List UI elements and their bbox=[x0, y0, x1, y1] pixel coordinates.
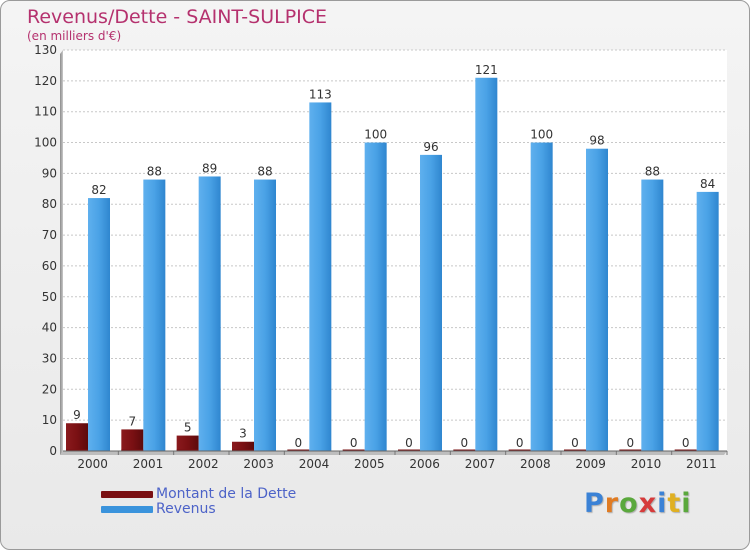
data-label-revenue: 100 bbox=[364, 128, 387, 142]
y-tick-label: 60 bbox=[42, 259, 57, 273]
bar-debt bbox=[176, 435, 199, 451]
bar-debt-base bbox=[453, 449, 476, 451]
y-tick-label: 20 bbox=[42, 382, 57, 396]
plot-area bbox=[63, 50, 727, 451]
bar-debt-base bbox=[619, 449, 642, 451]
logo-letter: t bbox=[667, 488, 682, 519]
bar-revenue bbox=[420, 154, 442, 451]
y-tick-label: 30 bbox=[42, 351, 57, 365]
y-tick-label: 50 bbox=[42, 290, 57, 304]
bar-debt-base bbox=[121, 449, 144, 451]
bar-debt-base bbox=[176, 449, 199, 451]
bar-revenue bbox=[254, 179, 276, 452]
y-tick-label: 10 bbox=[42, 413, 57, 427]
data-label-debt: 7 bbox=[129, 414, 137, 428]
bar-debt-base bbox=[342, 449, 365, 451]
logo-letter: x bbox=[638, 488, 658, 519]
data-label-debt: 9 bbox=[73, 408, 81, 422]
chart-title: Revenus/Dette - SAINT-SULPICE bbox=[27, 6, 328, 28]
data-label-revenue: 100 bbox=[530, 128, 553, 142]
data-label-debt: 0 bbox=[571, 436, 579, 450]
y-tick-label: 120 bbox=[34, 74, 57, 88]
data-label-debt: 5 bbox=[184, 421, 192, 435]
plot-floor bbox=[60, 451, 727, 455]
x-tick-label: 2002 bbox=[188, 457, 219, 471]
y-tick-label: 90 bbox=[42, 166, 57, 180]
bar-debt-base bbox=[564, 449, 586, 451]
x-tick-label: 2003 bbox=[243, 457, 274, 471]
bar-debt bbox=[121, 429, 144, 451]
bar-debt-base bbox=[287, 449, 310, 451]
y-tick-label: 110 bbox=[34, 105, 57, 119]
legend-swatch-debt bbox=[101, 491, 153, 498]
legend-label-debt: Montant de la Dette bbox=[156, 486, 297, 502]
data-label-revenue: 88 bbox=[257, 165, 272, 179]
bar-debt-base bbox=[674, 449, 697, 451]
x-tick-label: 2000 bbox=[77, 457, 108, 471]
y-tick-label: 100 bbox=[34, 136, 57, 150]
plot-left-wall bbox=[60, 50, 63, 455]
y-tick-label: 130 bbox=[34, 43, 57, 57]
data-label-revenue: 121 bbox=[475, 63, 498, 77]
bar-revenue bbox=[641, 179, 664, 452]
data-label-debt: 0 bbox=[350, 436, 358, 450]
data-label-debt: 3 bbox=[239, 427, 247, 441]
legend-label-revenue: Revenus bbox=[156, 501, 216, 517]
data-label-debt: 0 bbox=[627, 436, 635, 450]
x-tick-label: 2008 bbox=[520, 457, 551, 471]
x-tick-label: 2011 bbox=[686, 457, 717, 471]
y-tick-label: 40 bbox=[42, 321, 57, 335]
data-label-revenue: 84 bbox=[700, 177, 715, 191]
y-tick-label: 70 bbox=[42, 228, 57, 242]
bar-revenue bbox=[88, 198, 110, 451]
bar-revenue bbox=[475, 77, 498, 451]
y-tick-label: 0 bbox=[49, 444, 57, 458]
x-tick-label: 2001 bbox=[133, 457, 164, 471]
logo-letter: i bbox=[681, 488, 692, 519]
bar-revenue bbox=[309, 102, 332, 451]
x-tick-label: 2006 bbox=[409, 457, 440, 471]
x-tick-label: 2005 bbox=[354, 457, 385, 471]
data-label-revenue: 88 bbox=[645, 165, 660, 179]
logo-letter: o bbox=[619, 488, 639, 519]
x-tick-label: 2010 bbox=[631, 457, 662, 471]
data-label-revenue: 113 bbox=[309, 87, 332, 101]
proxiti-logo: Proxiti bbox=[584, 488, 692, 519]
bar-revenue bbox=[143, 179, 166, 452]
bar-debt-base bbox=[232, 449, 254, 451]
data-label-debt: 0 bbox=[461, 436, 469, 450]
y-tick-label: 80 bbox=[42, 197, 57, 211]
data-label-debt: 0 bbox=[516, 436, 524, 450]
bar-revenue bbox=[530, 142, 553, 452]
data-label-revenue: 98 bbox=[589, 134, 604, 148]
logo-letter: i bbox=[657, 488, 668, 519]
legend-swatch-revenue bbox=[101, 506, 153, 513]
bar-revenue bbox=[198, 176, 221, 451]
data-label-debt: 0 bbox=[295, 436, 303, 450]
chart-subtitle: (en milliers d'€) bbox=[27, 29, 122, 43]
x-tick-label: 2009 bbox=[575, 457, 606, 471]
bar-debt bbox=[232, 441, 254, 451]
data-label-revenue: 82 bbox=[91, 183, 106, 197]
bar-revenue bbox=[586, 148, 608, 451]
x-tick-label: 2004 bbox=[299, 457, 330, 471]
logo-letter: P bbox=[584, 488, 605, 519]
data-label-revenue: 96 bbox=[423, 140, 438, 154]
bar-debt-base bbox=[398, 449, 420, 451]
data-label-debt: 0 bbox=[405, 436, 413, 450]
data-label-debt: 0 bbox=[682, 436, 690, 450]
bar-revenue bbox=[364, 142, 387, 452]
data-label-revenue: 88 bbox=[147, 165, 162, 179]
logo-letter: r bbox=[604, 488, 620, 519]
bar-debt-base bbox=[66, 449, 88, 451]
x-tick-label: 2007 bbox=[465, 457, 496, 471]
bar-debt bbox=[66, 423, 88, 451]
data-label-revenue: 89 bbox=[202, 161, 217, 175]
bar-revenue bbox=[696, 191, 719, 451]
bar-debt-base bbox=[508, 449, 531, 451]
